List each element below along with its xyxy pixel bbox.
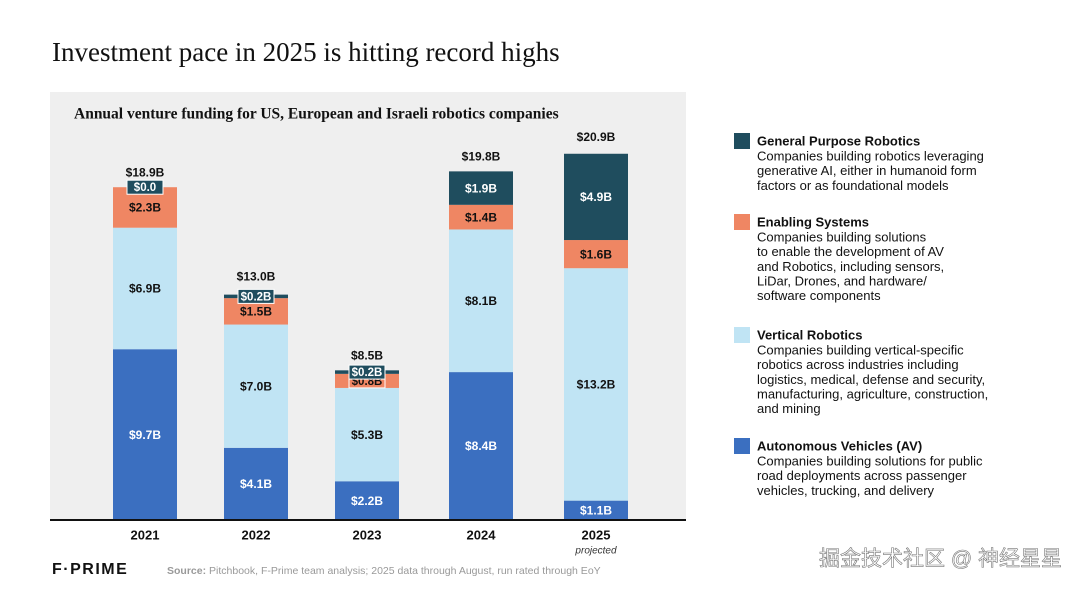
total-label: $18.9B	[126, 165, 165, 179]
bar-segment	[449, 204, 513, 230]
legend-label: Vertical Robotics	[757, 327, 862, 342]
bar-segment	[335, 481, 399, 520]
legend-label: Enabling Systems	[757, 214, 869, 229]
value-label: $2.3B	[129, 201, 161, 215]
legend-description: road deployments across passenger	[757, 468, 967, 483]
value-label: $1.6B	[580, 247, 612, 261]
legend-description: generative AI, either in humanoid form	[757, 163, 977, 178]
bar-segment	[564, 153, 628, 241]
bar-segment	[449, 372, 513, 520]
label-box	[126, 179, 164, 195]
total-label: $13.0B	[237, 269, 276, 283]
bar-segment	[224, 324, 288, 448]
slide-title: Investment pace in 2025 is hitting recor…	[52, 37, 560, 67]
legend-description: software components	[757, 288, 881, 303]
bar-segment	[564, 240, 628, 269]
value-label: $1.4B	[465, 210, 497, 224]
value-label: $4.1B	[240, 477, 272, 491]
total-label: $19.8B	[462, 150, 501, 164]
legend-description: vehicles, trucking, and delivery	[757, 483, 935, 498]
legend-description: and Robotics, including sensors,	[757, 259, 944, 274]
legend-swatch	[734, 327, 750, 343]
legend-label: Autonomous Vehicles (AV)	[757, 438, 922, 453]
legend-swatch	[734, 214, 750, 230]
value-label: $2.2B	[351, 494, 383, 508]
source-text: Pitchbook, F-Prime team analysis; 2025 d…	[209, 565, 601, 577]
label-box	[348, 364, 386, 380]
value-label: $6.9B	[129, 282, 161, 296]
bar-segment	[449, 171, 513, 205]
bar-segment	[449, 229, 513, 373]
legend-description: LiDar, Drones, and hardware/	[757, 274, 927, 289]
legend-description: logistics, medical, defense and security…	[757, 372, 985, 387]
legend-swatch	[734, 133, 750, 149]
value-label: $4.9B	[580, 190, 612, 204]
value-label: $0.0	[134, 182, 156, 194]
x-tick-label: 2022	[242, 527, 271, 542]
legend-description: Companies building robotics leveraging	[757, 148, 984, 163]
x-tick-label: 2021	[131, 527, 160, 542]
value-label: $1.1B	[580, 503, 612, 517]
legend-description: Companies building solutions	[757, 229, 927, 244]
legend-description: robotics across industries including	[757, 357, 959, 372]
value-label: $5.3B	[351, 428, 383, 442]
legend-swatch	[734, 438, 750, 454]
watermark: 掘金技术社区 @ 神经星星	[819, 548, 1062, 571]
source: Source: Pitchbook, F-Prime team analysis…	[167, 565, 601, 577]
value-label: $1.9B	[465, 181, 497, 195]
x-tick-label: 2024	[467, 527, 497, 542]
value-label: $0.2B	[241, 291, 272, 303]
x-tick-label: 2025	[582, 527, 611, 542]
value-label: $8.4B	[465, 439, 497, 453]
bar-segment	[113, 227, 177, 350]
category-note: projected	[574, 546, 617, 557]
total-label: $8.5B	[351, 349, 383, 363]
legend-label: General Purpose Robotics	[757, 133, 920, 148]
legend-description: Companies building vertical-specific	[757, 342, 964, 357]
bar-segment	[113, 349, 177, 520]
bar-segment	[335, 387, 399, 482]
x-tick-label: 2023	[353, 527, 382, 542]
legend-description: factors or as foundational models	[757, 178, 949, 193]
legend-description: to enable the development of AV	[757, 244, 944, 259]
bar-segment	[564, 500, 628, 520]
value-label: $9.7B	[129, 428, 161, 442]
chart-title: Annual venture funding for US, European …	[74, 106, 559, 123]
bar-segment	[224, 447, 288, 520]
source-label: Source:	[167, 565, 206, 577]
value-label: $13.2B	[577, 378, 616, 392]
value-label: $7.0B	[240, 379, 272, 393]
label-box	[237, 288, 275, 304]
bar-segment	[564, 268, 628, 501]
total-label: $20.9B	[577, 130, 616, 144]
value-label: $8.1B	[465, 294, 497, 308]
value-label: $1.5B	[240, 305, 272, 319]
value-label: $0.2B	[352, 367, 383, 379]
legend-description: and mining	[757, 401, 821, 416]
legend-description: manufacturing, agriculture, construction…	[757, 387, 988, 402]
legend-description: Companies building solutions for public	[757, 453, 983, 468]
logo: F·PRIME	[52, 561, 128, 578]
